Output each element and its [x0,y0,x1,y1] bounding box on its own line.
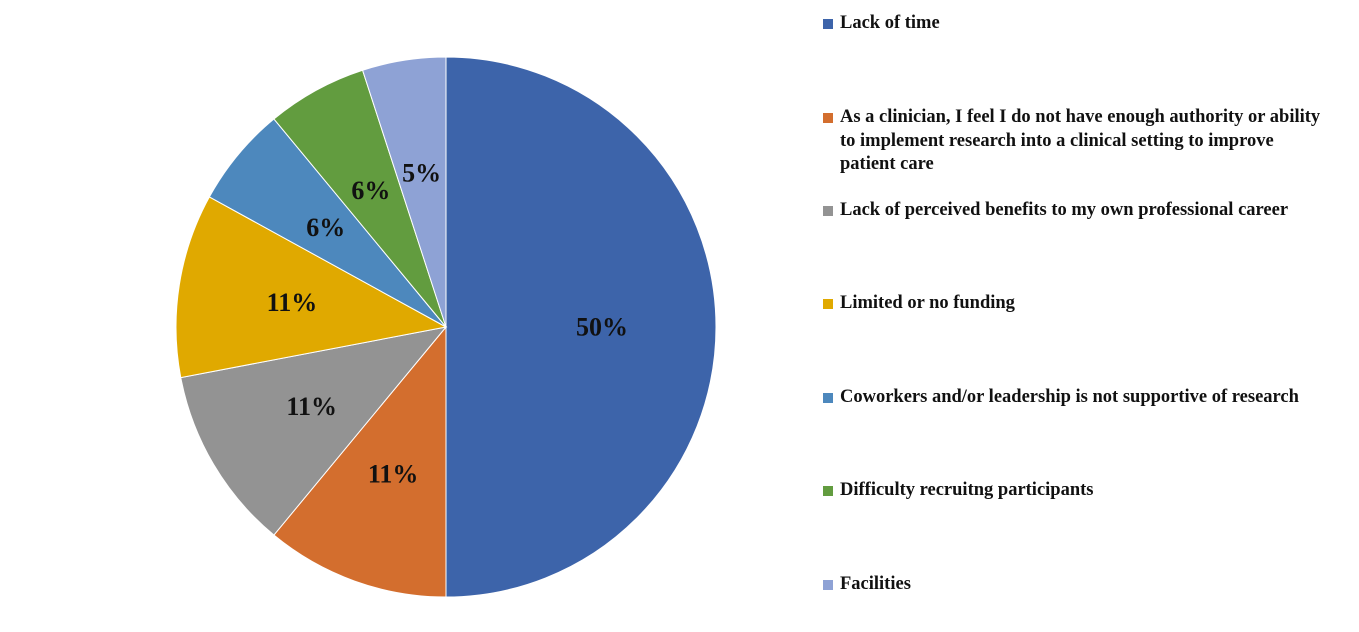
legend-swatch [823,486,833,496]
legend-swatch [823,580,833,590]
pie-slice-1 [445,56,717,598]
legend-label: Coworkers and/or leadership is not suppo… [840,387,1299,407]
legend-label: As a clinician, I feel I do not have eno… [840,107,1321,174]
legend-swatch [823,393,833,403]
pie-slice-7 [361,56,447,328]
legend-item-authority: As a clinician, I feel I do not have eno… [823,106,1333,177]
pie-slice-4 [175,196,448,379]
legend-item-recruiting: Difficulty recruitng participants [823,479,1333,503]
legend-label: Limited or no funding [840,293,1015,313]
chart-legend: Lack of time As a clinician, I feel I do… [823,0,1343,632]
legend-swatch [823,19,833,29]
pie-data-labels: 50% 11% 11% 11% 6%6% 5% [267,158,628,488]
data-label-1: 50% [576,313,628,342]
legend-label: Difficulty recruitng participants [840,480,1094,500]
data-label-4: 11% [267,288,318,317]
legend-swatch [823,206,833,216]
legend-swatch [823,113,833,123]
legend-label: Facilities [840,574,911,594]
data-label-6: 6% [351,176,390,205]
pie-slices [175,56,717,598]
legend-item-funding: Limited or no funding [823,292,1333,316]
legend-item-lack-of-time: Lack of time [823,12,1333,36]
data-label-5: 6% [306,213,345,242]
pie-slice-2 [273,325,447,598]
pie-slice-3 [180,326,448,536]
data-label-3: 11% [286,392,337,421]
legend-label: Lack of perceived benefits to my own pro… [840,200,1289,220]
legend-label: Lack of time [840,13,940,33]
data-label-2: 11% [368,459,419,488]
data-label-7: 5% [402,158,441,187]
legend-swatch [823,299,833,309]
legend-item-perceived-benefits: Lack of perceived benefits to my own pro… [823,199,1333,223]
legend-item-facilities: Facilities [823,573,1333,597]
legend-item-coworkers: Coworkers and/or leadership is not suppo… [823,386,1333,410]
